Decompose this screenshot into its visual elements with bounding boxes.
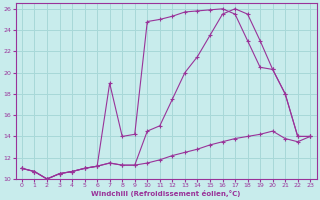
X-axis label: Windchill (Refroidissement éolien,°C): Windchill (Refroidissement éolien,°C) <box>92 190 241 197</box>
